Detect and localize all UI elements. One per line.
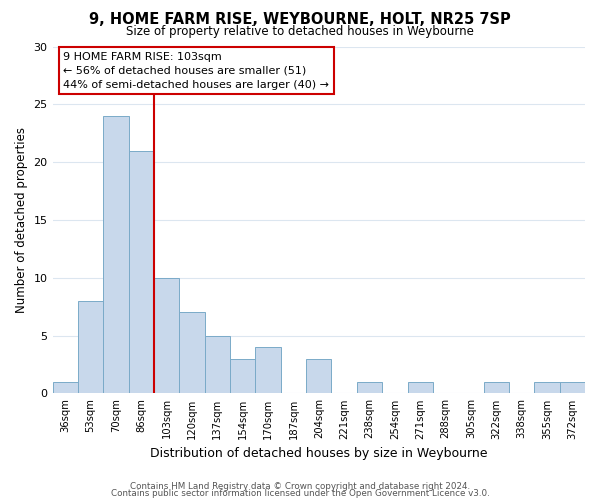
Text: Size of property relative to detached houses in Weybourne: Size of property relative to detached ho… [126,25,474,38]
Bar [357,382,382,394]
Bar [230,358,256,394]
Text: 9, HOME FARM RISE, WEYBOURNE, HOLT, NR25 7SP: 9, HOME FARM RISE, WEYBOURNE, HOLT, NR25… [89,12,511,28]
X-axis label: Distribution of detached houses by size in Weybourne: Distribution of detached houses by size … [150,447,488,460]
Bar [256,347,281,394]
Bar [78,301,103,394]
Y-axis label: Number of detached properties: Number of detached properties [15,127,28,313]
Text: Contains HM Land Registry data © Crown copyright and database right 2024.: Contains HM Land Registry data © Crown c… [130,482,470,491]
Bar [484,382,509,394]
Bar [128,150,154,394]
Bar [407,382,433,394]
Bar [103,116,128,394]
Text: Contains public sector information licensed under the Open Government Licence v3: Contains public sector information licen… [110,490,490,498]
Bar [53,382,78,394]
Bar [179,312,205,394]
Bar [534,382,560,394]
Text: 9 HOME FARM RISE: 103sqm
← 56% of detached houses are smaller (51)
44% of semi-d: 9 HOME FARM RISE: 103sqm ← 56% of detach… [63,52,329,90]
Bar [154,278,179,394]
Bar [205,336,230,394]
Bar [560,382,585,394]
Bar [306,358,331,394]
